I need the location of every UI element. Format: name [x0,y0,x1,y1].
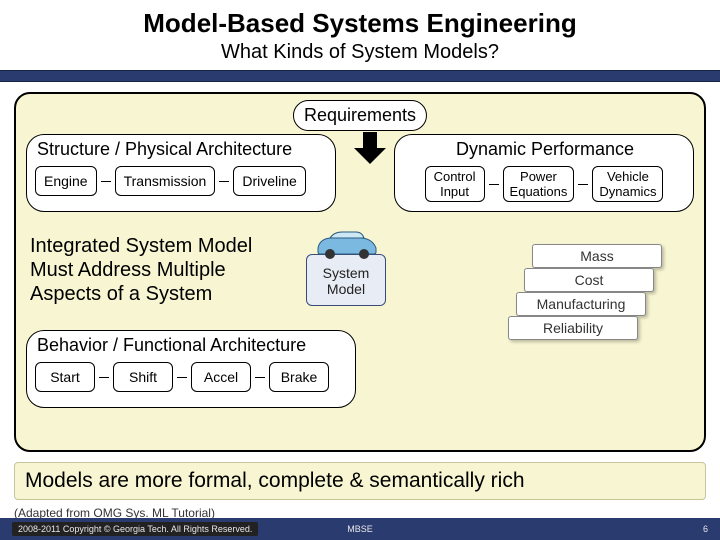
structure-item: Engine [35,166,97,196]
dynamic-item: Vehicle Dynamics [592,166,663,202]
connector-line [177,377,187,378]
attribute-stack: Mass Cost Manufacturing Reliability [504,244,674,354]
stack-card: Cost [524,268,654,292]
behavior-item: Shift [113,362,173,392]
behavior-item: Accel [191,362,251,392]
conclusion-banner: Models are more formal, complete & seman… [14,462,706,500]
center-statement: Integrated System Model Must Address Mul… [30,234,252,306]
page-subtitle: What Kinds of System Models? [0,41,720,64]
connector-line [101,181,111,182]
diagram-panel: Requirements Structure / Physical Archit… [14,92,706,452]
stack-card: Mass [532,244,662,268]
requirements-pill: Requirements [293,100,427,131]
page-number: 6 [703,524,708,534]
structure-item: Transmission [115,166,216,196]
stack-card: Manufacturing [516,292,646,316]
connector-line [489,184,499,185]
connector-line [219,181,229,182]
behavior-item: Brake [269,362,329,392]
page-title: Model-Based Systems Engineering [0,8,720,39]
behavior-group: Behavior / Functional Architecture Start… [26,330,356,408]
connector-line [255,377,265,378]
dynamic-label: Dynamic Performance [395,135,693,160]
dynamic-item: Power Equations [503,166,575,202]
connector-line [578,184,588,185]
structure-group: Structure / Physical Architecture Engine… [26,134,336,212]
structure-item: Driveline [233,166,305,196]
copyright-text: 2008-2011 Copyright © Georgia Tech. All … [12,522,258,536]
stack-card: Reliability [508,316,638,340]
structure-label: Structure / Physical Architecture [27,135,335,160]
divider-bar [0,70,720,82]
system-model-box: System Model [306,254,386,306]
dynamic-item: Control Input [425,166,485,202]
footer-bar: 2008-2011 Copyright © Georgia Tech. All … [0,518,720,540]
behavior-label: Behavior / Functional Architecture [27,331,355,356]
dynamic-group: Dynamic Performance Control Input Power … [394,134,694,212]
arrow-down-head-icon [354,148,386,164]
footer-center: MBSE [347,524,373,534]
connector-line [99,377,109,378]
car-icon [312,228,382,260]
behavior-item: Start [35,362,95,392]
